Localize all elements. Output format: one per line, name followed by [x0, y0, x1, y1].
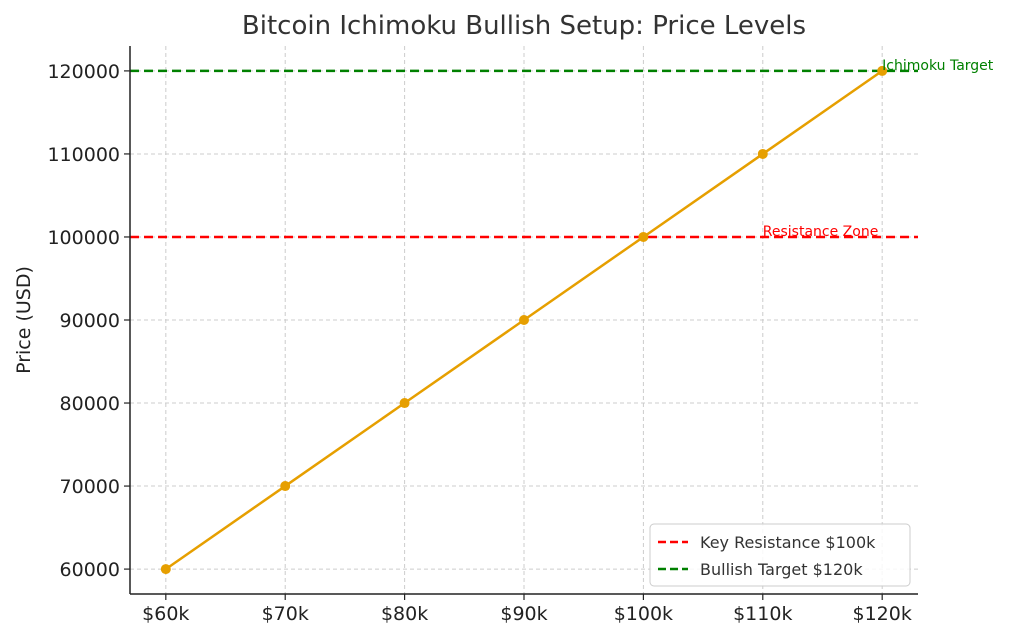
data-point [399, 398, 410, 409]
y-tick-label: 60000 [60, 559, 120, 581]
legend-label: Bullish Target $120k [700, 560, 863, 579]
x-tick-label: $120k [853, 603, 912, 625]
y-tick-label: 90000 [60, 310, 120, 332]
y-tick-label: 120000 [47, 61, 120, 83]
reference-lines [130, 69, 918, 239]
x-tick-label: $100k [614, 603, 673, 625]
series-layer [160, 65, 888, 575]
data-point [519, 315, 529, 325]
x-tick-label: $90k [500, 603, 547, 625]
data-point [280, 481, 291, 492]
x-tick-label: $110k [733, 603, 792, 625]
x-tick-label: $80k [381, 603, 428, 625]
annotation-label: Resistance Zone [763, 224, 879, 240]
annotation-label: Ichimoku Target [882, 58, 994, 74]
legend: Key Resistance $100k Bullish Target $120k [649, 523, 911, 587]
y-tick-label: 100000 [47, 227, 120, 249]
data-point [877, 65, 888, 76]
x-tick-label: $60k [142, 603, 189, 625]
y-tick-label: 80000 [60, 393, 120, 415]
annotations-layer: Resistance Zone Ichimoku Target [763, 58, 994, 240]
data-point [638, 231, 649, 242]
y-axis-label: Price (USD) [13, 266, 35, 374]
data-point [757, 148, 768, 159]
x-tick-label: $70k [262, 603, 309, 625]
legend-box [649, 523, 911, 587]
axes-layer: $60k $70k $80k $90k $100k $110k $120k 60000 7000… [47, 46, 918, 625]
y-tick-label: 110000 [47, 144, 120, 166]
y-tick-label: 70000 [60, 476, 120, 498]
data-point [160, 564, 171, 575]
chart-title: Bitcoin Ichimoku Bullish Setup: Price Le… [242, 11, 806, 41]
legend-label: Key Resistance $100k [700, 533, 876, 552]
